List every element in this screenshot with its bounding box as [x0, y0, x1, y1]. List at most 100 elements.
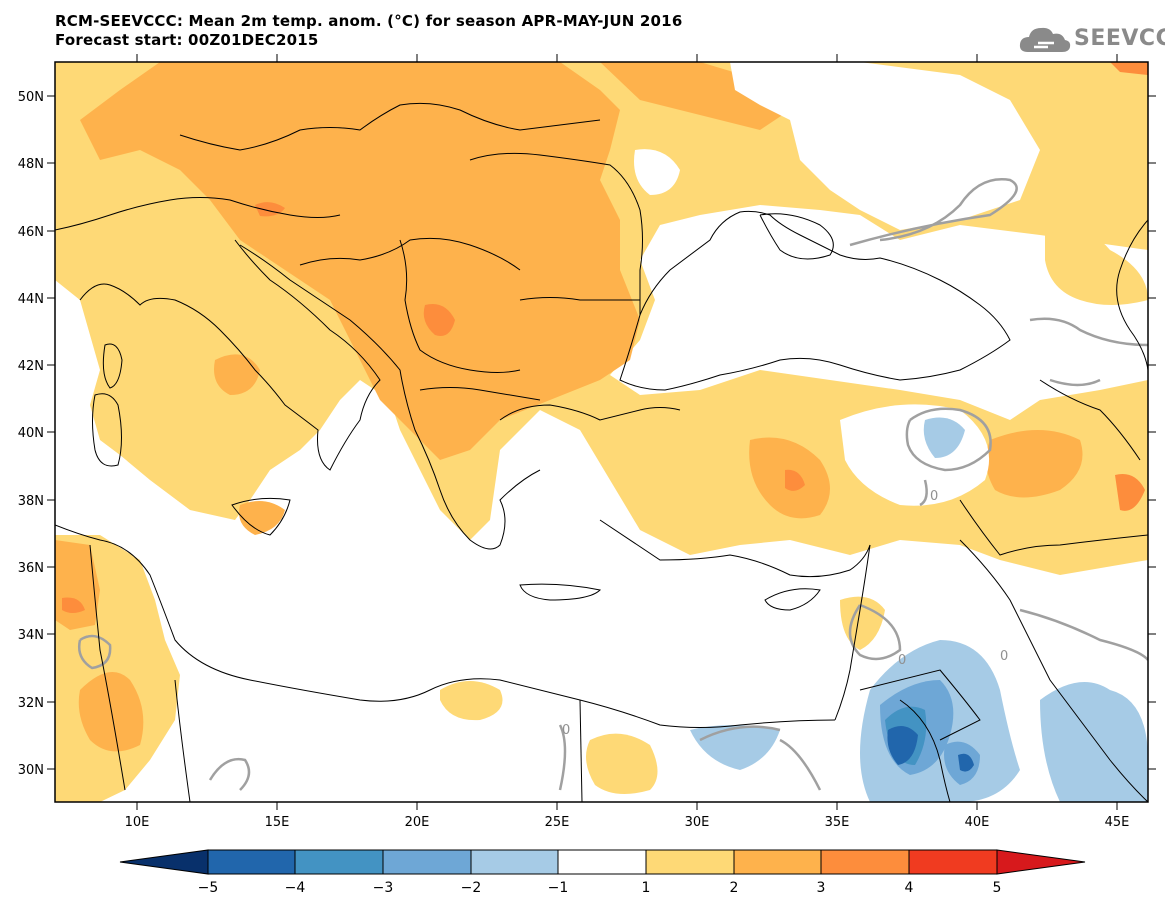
- contour-label: 0: [1000, 649, 1008, 664]
- border-turkey-east: [959, 499, 1148, 556]
- lat-tick-label: 38N: [18, 494, 44, 509]
- coastline-corsica: [102, 343, 123, 389]
- zero-contour-iraq: [1019, 608, 1148, 661]
- border-algeria-libya: [174, 679, 191, 802]
- colorbar-segment: [119, 849, 209, 875]
- contour-label: 0: [562, 723, 570, 738]
- anomaly-near-zero-moldova: [634, 149, 680, 195]
- anomaly-3to4-ne: [1110, 62, 1148, 75]
- zero-contour-anatolia: [905, 407, 992, 472]
- lon-tick-label: 35E: [825, 815, 850, 830]
- anomaly-near-zero-ukraine: [730, 62, 1040, 230]
- title-line-2: Forecast start: 00Z01DEC2015: [55, 31, 319, 49]
- lat-tick-label: 30N: [18, 763, 44, 778]
- colorbar-segment: [207, 849, 296, 875]
- anomaly-1to2-egypt: [586, 733, 658, 794]
- border-caucasus: [1039, 379, 1141, 461]
- lat-tick-label: 40N: [18, 426, 44, 441]
- title-line-1: RCM-SEEVCCC: Mean 2m temp. anom. (°C) fo…: [55, 12, 683, 30]
- border-romania: [469, 152, 643, 315]
- border-tunisia: [89, 544, 126, 791]
- colorbar-label: 4: [905, 880, 914, 896]
- border-syria-iraq: [959, 539, 1148, 802]
- anomaly-1to2-libya: [440, 681, 503, 721]
- colorbar-segment: [645, 849, 735, 875]
- logo-text: SEEVCCC: [1074, 26, 1165, 51]
- anomaly-2to3-algeria: [78, 672, 144, 752]
- contour-labels: 0 0 0 0: [562, 489, 1008, 738]
- coastline-sicily: [231, 497, 291, 536]
- colorbar-segment: [382, 849, 472, 875]
- lat-tick-label: 50N: [18, 90, 44, 105]
- colorbar-segment: [557, 849, 647, 875]
- colorbar-label: 2: [730, 880, 739, 896]
- lat-tick-label: 46N: [18, 225, 44, 240]
- lat-tick-label: 48N: [18, 157, 44, 172]
- colorbar: [119, 849, 1086, 875]
- coastline-levant: [834, 544, 871, 721]
- colorbar-label: −2: [461, 880, 482, 896]
- colorbar-label: −3: [373, 880, 394, 896]
- coastline-cyprus: [764, 588, 821, 611]
- zero-contour-caucasus: [849, 178, 1018, 247]
- anomaly-minus4-jordan: [887, 726, 918, 765]
- colorbar-segment: [470, 849, 559, 875]
- lat-tick-label: 36N: [18, 561, 44, 576]
- zero-contour-levant: [848, 603, 902, 661]
- colorbar-label: 3: [817, 880, 826, 896]
- lon-tick-label: 45E: [1105, 815, 1130, 830]
- coastline-north-africa: [55, 524, 836, 728]
- coastline-black-sea: [619, 210, 1011, 391]
- border-alps: [55, 197, 341, 231]
- zero-contours: [78, 178, 1148, 791]
- lon-tick-label: 20E: [405, 815, 430, 830]
- anomaly-field: [55, 62, 1148, 802]
- anomaly-2to3-italy: [214, 354, 260, 395]
- lon-tick-label: 10E: [125, 815, 150, 830]
- cloud-icon: [1019, 27, 1071, 52]
- border-jordan: [859, 669, 981, 741]
- zero-contour-egypt: [558, 724, 822, 791]
- colorbar-label: −5: [198, 880, 219, 896]
- border-central-europe: [179, 102, 601, 151]
- zero-contour-algeria: [208, 757, 251, 791]
- anomaly-3to4-turkey: [785, 469, 805, 491]
- colorbar-segment: [996, 849, 1086, 875]
- border-balkans-1: [299, 237, 521, 271]
- anomaly-1to2-iran: [1045, 230, 1148, 305]
- longitude-axis: 10E 15E 20E 25E 30E 35E 40E 45E: [125, 54, 1130, 830]
- colorbar-label: −1: [548, 880, 569, 896]
- coastline-caspian: [1116, 219, 1148, 371]
- colorbar-segment: [294, 849, 384, 875]
- zero-contour-ne: [1029, 317, 1148, 347]
- lon-tick-label: 30E: [685, 815, 710, 830]
- anomaly-2to3-caucasus: [986, 430, 1083, 498]
- seevccc-logo: SEEVCCC: [1018, 22, 1165, 56]
- zero-contour-anatolia-south: [919, 479, 928, 507]
- border-bulgaria: [519, 297, 640, 301]
- colorbar-label: 5: [993, 880, 1002, 896]
- anomaly-minus1-egypt: [690, 725, 780, 770]
- border-balkans-2: [399, 239, 521, 373]
- colorbar-label: 1: [642, 880, 651, 896]
- anomaly-minus1-anatolia: [923, 417, 965, 458]
- zero-contour-tunisia: [78, 634, 112, 670]
- anomaly-2to3-region: [80, 62, 640, 460]
- anomaly-minus1-iraq: [1040, 682, 1148, 802]
- lat-tick-label: 44N: [18, 292, 44, 307]
- lat-tick-label: 42N: [18, 359, 44, 374]
- latitude-axis: 50N 48N 46N 44N 42N 40N 38N 36N 34N 32N …: [18, 90, 1156, 778]
- coastline-turkey-south: [599, 519, 871, 578]
- border-saudi: [899, 699, 951, 802]
- coastlines-and-borders: [55, 102, 1148, 802]
- coastline-crete: [519, 583, 602, 601]
- anomaly-3to4-caucasus: [1115, 474, 1145, 511]
- coastline-aegean: [499, 404, 681, 421]
- anomaly-2to3-sicily: [239, 501, 285, 535]
- coastline-italy: [79, 239, 381, 471]
- border-egypt-libya: [579, 699, 583, 802]
- zero-contour-caspian: [1049, 378, 1101, 387]
- colorbar-labels: −5 −4 −3 −2 −1 1 2 3 4 5: [198, 880, 1002, 896]
- lat-tick-label: 34N: [18, 628, 44, 643]
